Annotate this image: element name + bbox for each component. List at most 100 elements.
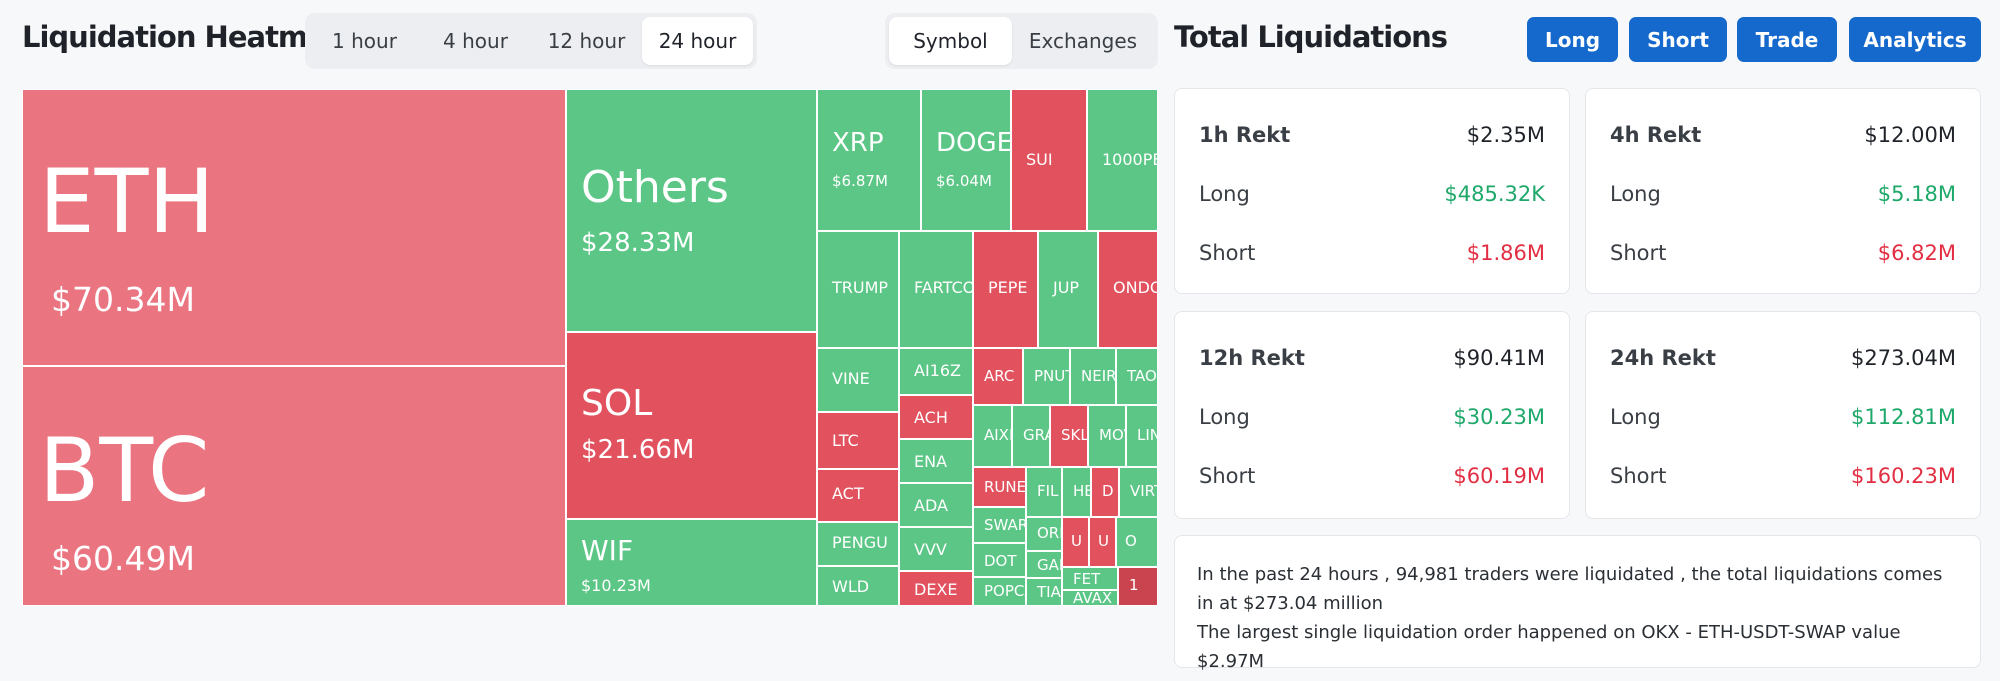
long-label: Long [1610,182,1661,206]
short-label: Short [1610,241,1667,265]
long-value: $485.32K [1444,182,1545,206]
heatmap-tile[interactable]: MOVE [1088,405,1126,467]
trade-button[interactable]: Trade [1737,17,1837,62]
tile-symbol: POPCAT [984,582,1025,600]
heatmap-tile[interactable]: 1000PEPE [1087,89,1158,231]
short-label: Short [1199,241,1256,265]
tile-symbol: AI16Z [914,361,961,380]
long-label: Long [1199,405,1250,429]
rekt-period: 12h Rekt [1199,346,1305,370]
tile-symbol: XRP [832,128,884,158]
short-value: $60.19M [1453,464,1545,488]
tile-symbol: DEXE [914,580,958,599]
heatmap-tile[interactable]: NEIRO [1070,348,1116,405]
heatmap-tile[interactable]: U [1062,517,1089,567]
tile-symbol: FARTCOIN [914,278,973,297]
tile-symbol: SOL [581,383,653,424]
total-liquidations-title: Total Liquidations [1174,20,1448,54]
heatmap-tile[interactable]: PEPE [973,231,1038,348]
tile-symbol: DOGE [936,128,1011,158]
heatmap-tile[interactable]: O [1116,517,1158,567]
heatmap-tile[interactable]: SOL $21.66M [566,332,817,519]
heatmap-tile[interactable]: DOT [973,543,1026,577]
heatmap-tile[interactable]: VINE [817,348,899,412]
heatmap-tile[interactable]: VVV [899,527,973,571]
heatmap-tile[interactable]: TRUMP [817,231,899,348]
heatmap-tile[interactable]: PNUT [1023,348,1070,405]
long-value: $30.23M [1453,405,1545,429]
tile-symbol: MOVE [1099,426,1125,444]
rekt-period: 4h Rekt [1610,123,1702,147]
heatmap-tile[interactable]: WIF $10.23M [566,519,817,606]
heatmap-tile[interactable]: HBAR [1062,467,1091,517]
tile-symbol: NEIRO [1081,367,1116,385]
tab-1-hour[interactable]: 1 hour [332,29,397,53]
heatmap-tile[interactable]: SUI [1011,89,1087,231]
short-button[interactable]: Short [1629,17,1727,62]
tile-symbol: O [1125,532,1137,550]
heatmap-tile[interactable]: WLD [817,566,899,606]
heatmap-tile[interactable]: XRP $6.87M [817,89,921,231]
long-button[interactable]: Long [1527,17,1618,62]
heatmap-tile[interactable]: PENGU [817,522,899,566]
heatmap-tile[interactable]: DEXE [899,571,973,606]
heatmap-tile[interactable]: DOGE $6.04M [921,89,1011,231]
heatmap-tile[interactable]: U [1089,517,1116,567]
heatmap-tile[interactable]: FARTCOIN [899,231,973,348]
tab-24-hour[interactable]: 24 hour [642,17,753,65]
tile-symbol: VINE [832,369,870,388]
heatmap-tile[interactable]: TIA [1026,578,1062,606]
tile-symbol: FIL [1037,482,1059,500]
heatmap-tile[interactable]: BTC $60.49M [22,366,566,606]
heatmap-tile[interactable]: GRASS [1012,405,1050,467]
heatmap-tile[interactable]: ONDO [1098,231,1158,348]
long-value: $5.18M [1877,182,1956,206]
heatmap-tile[interactable]: FIL [1026,467,1062,517]
heatmap-tile[interactable]: ETH $70.34M [22,89,566,366]
heatmap-tile[interactable]: LINK [1126,405,1158,467]
tab-symbol[interactable]: Symbol [889,17,1012,65]
tab-12-hour[interactable]: 12 hour [547,29,626,53]
heatmap-tile[interactable]: RUNE [973,467,1026,507]
heatmap-tile[interactable]: JUP [1038,231,1098,348]
rekt-total: $2.35M [1466,123,1545,147]
heatmap-tile[interactable]: ENA [899,439,973,483]
heatmap-tile[interactable]: POPCAT [973,577,1026,606]
tile-value: $21.66M [581,435,695,465]
heatmap-tile[interactable]: ARC [973,348,1023,405]
heatmap-tile[interactable]: AIXBT [973,405,1012,467]
heatmap-tile[interactable]: VIRTUAL [1119,467,1158,517]
heatmap-tile[interactable]: SKL [1050,405,1088,467]
tile-symbol: ETH [39,150,215,253]
tile-symbol: WLD [832,577,870,596]
heatmap-tile[interactable]: SWARMS [973,507,1026,543]
liquidation-heatmap: ETH $70.34M BTC $60.49M Others $28.33M SOL $21.… [22,89,1158,606]
heatmap-tile[interactable]: Others $28.33M [566,89,817,332]
tile-symbol: TIA [1037,583,1061,601]
heatmap-tile[interactable]: ACH [899,395,973,439]
tile-symbol: BTC [39,419,210,522]
rekt-card-1h: 1h Rekt $2.35M Long $485.32K Short $1.86M [1174,88,1570,294]
heatmap-tile[interactable]: ADA [899,483,973,527]
heatmap-tile[interactable]: 1 [1118,567,1158,606]
heatmap-tile[interactable]: ACT [817,469,899,522]
analytics-button[interactable]: Analytics [1849,17,1981,62]
tile-symbol: ORDI [1037,524,1061,542]
tile-value: $60.49M [51,539,195,578]
heatmap-tile[interactable]: TAO [1116,348,1158,405]
heatmap-tile[interactable]: AI16Z [899,348,973,395]
heatmap-tile[interactable]: GALA [1026,551,1062,578]
tile-symbol: PENGU [832,533,888,552]
tile-symbol: ONDO [1113,278,1158,297]
heatmap-tile[interactable]: AVAX [1062,590,1118,606]
heatmap-tile[interactable]: D [1091,467,1119,517]
tab-4-hour[interactable]: 4 hour [443,29,508,53]
heatmap-tile[interactable]: ORDI [1026,517,1062,551]
page-title: Liquidation Heatmap [22,20,346,54]
short-value: $6.82M [1877,241,1956,265]
tile-symbol: PEPE [988,278,1028,297]
heatmap-tile[interactable]: LTC [817,412,899,469]
rekt-card-4h: 4h Rekt $12.00M Long $5.18M Short $6.82M [1585,88,1981,294]
tab-exchanges[interactable]: Exchanges [1028,29,1138,53]
heatmap-tile[interactable]: FET [1062,567,1118,590]
